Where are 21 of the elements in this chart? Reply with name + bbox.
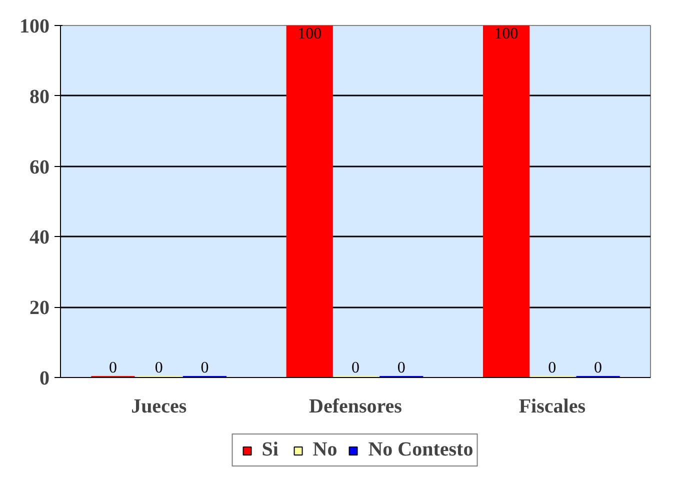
y-tick-label: 0	[40, 368, 50, 390]
data-label: 0	[397, 360, 406, 376]
data-label: 0	[594, 360, 602, 376]
x-tick-label: Fiscales	[518, 396, 586, 418]
legend-label: No	[312, 438, 338, 462]
legend-label: No Contesto	[368, 438, 474, 462]
y-tick-label: 80	[30, 86, 50, 108]
data-label: 100	[298, 26, 322, 42]
data-label: 0	[352, 360, 360, 376]
data-label: 100	[494, 26, 518, 42]
data-label: 0	[108, 360, 117, 376]
y-tick-label: 60	[30, 156, 50, 178]
y-tick-label: 100	[20, 16, 50, 38]
data-label: 0	[154, 360, 163, 376]
y-tick-label: 20	[30, 297, 50, 320]
data-label: 0	[548, 360, 556, 376]
legend-label: Si	[262, 438, 280, 462]
y-tick-label: 40	[30, 226, 50, 249]
x-tick-label: Jueces	[131, 396, 187, 418]
data-label: 0	[200, 360, 209, 376]
x-tick-label: Defensores	[309, 396, 402, 418]
